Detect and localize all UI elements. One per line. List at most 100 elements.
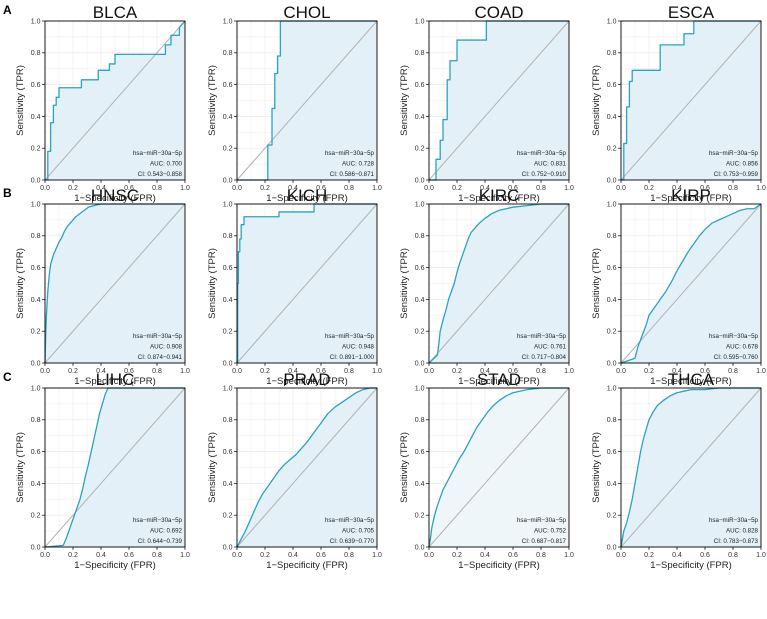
y-tick-label: 0.6 bbox=[223, 82, 233, 89]
x-tick-label: 1.0 bbox=[564, 368, 574, 375]
x-axis-label: 1−Specificity (FPR) bbox=[266, 193, 348, 204]
y-tick-label: 0.0 bbox=[223, 177, 233, 184]
legend-marker-name: hsa−miR−30a−5p bbox=[325, 333, 375, 340]
x-tick-label: 0.6 bbox=[124, 552, 134, 559]
panel-label-b: B bbox=[3, 186, 12, 200]
x-axis-label: 1−Specificity (FPR) bbox=[650, 560, 732, 571]
roc-curve bbox=[428, 203, 569, 364]
y-tick-label: 0.6 bbox=[31, 265, 41, 272]
x-tick-label: 1.0 bbox=[564, 185, 574, 192]
x-tick-label: 1.0 bbox=[756, 368, 766, 375]
y-tick-label: 1.0 bbox=[607, 201, 617, 208]
legend-auc: AUC: 0.752 bbox=[534, 528, 567, 535]
legend-marker-name: hsa−miR−30a−5p bbox=[709, 517, 759, 524]
x-axis-label: 1−Specificity (FPR) bbox=[458, 376, 540, 387]
y-tick-label: 0.8 bbox=[223, 417, 233, 424]
x-axis-label: 1−Specificity (FPR) bbox=[74, 193, 156, 204]
x-axis-label: 1−Specificity (FPR) bbox=[74, 560, 156, 571]
legend-marker-name: hsa−miR−30a−5p bbox=[325, 150, 375, 157]
y-tick-label: 0.6 bbox=[415, 449, 425, 456]
y-tick-label: 0.0 bbox=[223, 360, 233, 367]
y-tick-label: 1.0 bbox=[31, 385, 41, 392]
x-tick-label: 0.8 bbox=[152, 552, 162, 559]
reference-diagonal bbox=[236, 20, 378, 181]
y-tick-label: 0.4 bbox=[31, 297, 41, 304]
x-tick-label: 0.0 bbox=[616, 368, 626, 375]
x-tick-label: 0.4 bbox=[480, 185, 490, 192]
roc-panel-coad: 0.00.0 0.2 0.2 0.4 0.4 0.6 0.6 0.8 0.8 1.0 1.0 COAD… bbox=[399, 3, 574, 204]
y-tick-label: 0.4 bbox=[415, 114, 425, 121]
x-tick-label: 0.4 bbox=[480, 368, 490, 375]
x-tick-label: 0.4 bbox=[96, 368, 106, 375]
y-tick-label: 1.0 bbox=[415, 18, 425, 25]
roc-curve bbox=[237, 203, 377, 364]
x-tick-label: 0.0 bbox=[232, 185, 242, 192]
y-tick-label: 0.6 bbox=[415, 82, 425, 89]
reference-diagonal bbox=[428, 20, 570, 181]
y-tick-label: 0.0 bbox=[415, 360, 425, 367]
y-tick-label: 0.6 bbox=[223, 265, 233, 272]
x-tick-label: 1.0 bbox=[756, 552, 766, 559]
roc-curve bbox=[428, 387, 569, 548]
x-tick-label: 0.2 bbox=[644, 552, 654, 559]
y-tick-label: 0.2 bbox=[31, 146, 41, 153]
legend-auc: AUC: 0.948 bbox=[342, 344, 375, 351]
x-tick-label: 0.0 bbox=[40, 552, 50, 559]
y-tick-label: 0.4 bbox=[223, 297, 233, 304]
y-tick-label: 1.0 bbox=[223, 18, 233, 25]
y-tick-label: 0.8 bbox=[415, 417, 425, 424]
plot-frame bbox=[236, 387, 378, 548]
x-tick-label: 0.2 bbox=[452, 368, 462, 375]
y-tick-label: 0.0 bbox=[607, 360, 617, 367]
x-axis-label: 1−Specificity (FPR) bbox=[458, 560, 540, 571]
y-tick-label: 0.8 bbox=[607, 50, 617, 57]
y-tick-label: 0.8 bbox=[31, 50, 41, 57]
x-tick-label: 0.2 bbox=[260, 552, 270, 559]
y-axis-label: Sensitivity (TPR) bbox=[207, 248, 218, 319]
x-tick-label: 0.2 bbox=[68, 185, 78, 192]
plot-title: LIHC bbox=[96, 370, 135, 389]
x-tick-label: 0.0 bbox=[616, 552, 626, 559]
legend-marker-name: hsa−miR−30a−5p bbox=[709, 150, 759, 157]
plot-frame bbox=[428, 203, 570, 364]
plot-title: THCA bbox=[668, 370, 715, 389]
x-tick-label: 0.2 bbox=[68, 552, 78, 559]
legend-auc: AUC: 0.728 bbox=[342, 161, 375, 168]
x-tick-label: 0.6 bbox=[316, 368, 326, 375]
y-tick-label: 0.0 bbox=[31, 177, 41, 184]
y-tick-label: 1.0 bbox=[31, 201, 41, 208]
y-axis-label: Sensitivity (TPR) bbox=[591, 248, 602, 319]
plot-frame bbox=[44, 203, 186, 364]
y-tick-label: 0.2 bbox=[223, 513, 233, 520]
x-tick-label: 0.8 bbox=[536, 185, 546, 192]
y-tick-label: 0.6 bbox=[607, 82, 617, 89]
x-tick-label: 0.4 bbox=[672, 185, 682, 192]
x-tick-label: 0.6 bbox=[700, 368, 710, 375]
roc-panel-hnsc: 0.00.00.20.20.40.40.60.60.80.81.01.0 HNSC… bbox=[15, 186, 190, 387]
y-tick-label: 0.2 bbox=[223, 329, 233, 336]
y-tick-label: 0.6 bbox=[31, 449, 41, 456]
y-tick-label: 0.0 bbox=[415, 544, 425, 551]
x-axis-label: 1−Specificity (FPR) bbox=[650, 376, 732, 387]
y-axis-label: Sensitivity (TPR) bbox=[207, 432, 218, 503]
y-tick-label: 0.2 bbox=[31, 513, 41, 520]
x-tick-label: 0.2 bbox=[452, 552, 462, 559]
legend-ci: CI: 0.644−0.739 bbox=[138, 538, 183, 545]
x-tick-label: 0.0 bbox=[424, 185, 434, 192]
y-axis-label: Sensitivity (TPR) bbox=[399, 248, 410, 319]
roc-curve bbox=[237, 20, 377, 181]
x-axis-label: 1−Specificity (FPR) bbox=[458, 193, 540, 204]
plot-title: BLCA bbox=[93, 3, 138, 22]
reference-diagonal bbox=[620, 20, 762, 181]
roc-panel-chol: 0.00.0 0.2 0.2 0.4 0.4 0.6 0.6 0.8 0.8 1.0 1.0 CHOL… bbox=[207, 3, 382, 204]
x-tick-label: 0.0 bbox=[232, 368, 242, 375]
plot-title: HNSC bbox=[91, 186, 139, 205]
y-tick-label: 0.2 bbox=[31, 329, 41, 336]
x-tick-label: 0.0 bbox=[424, 552, 434, 559]
x-tick-label: 0.4 bbox=[288, 185, 298, 192]
legend-ci: CI: 0.891−1.000 bbox=[330, 354, 375, 361]
legend-marker-name: hsa−miR−30a−5p bbox=[133, 333, 183, 340]
x-tick-label: 0.0 bbox=[232, 552, 242, 559]
y-tick-label: 0.2 bbox=[607, 329, 617, 336]
